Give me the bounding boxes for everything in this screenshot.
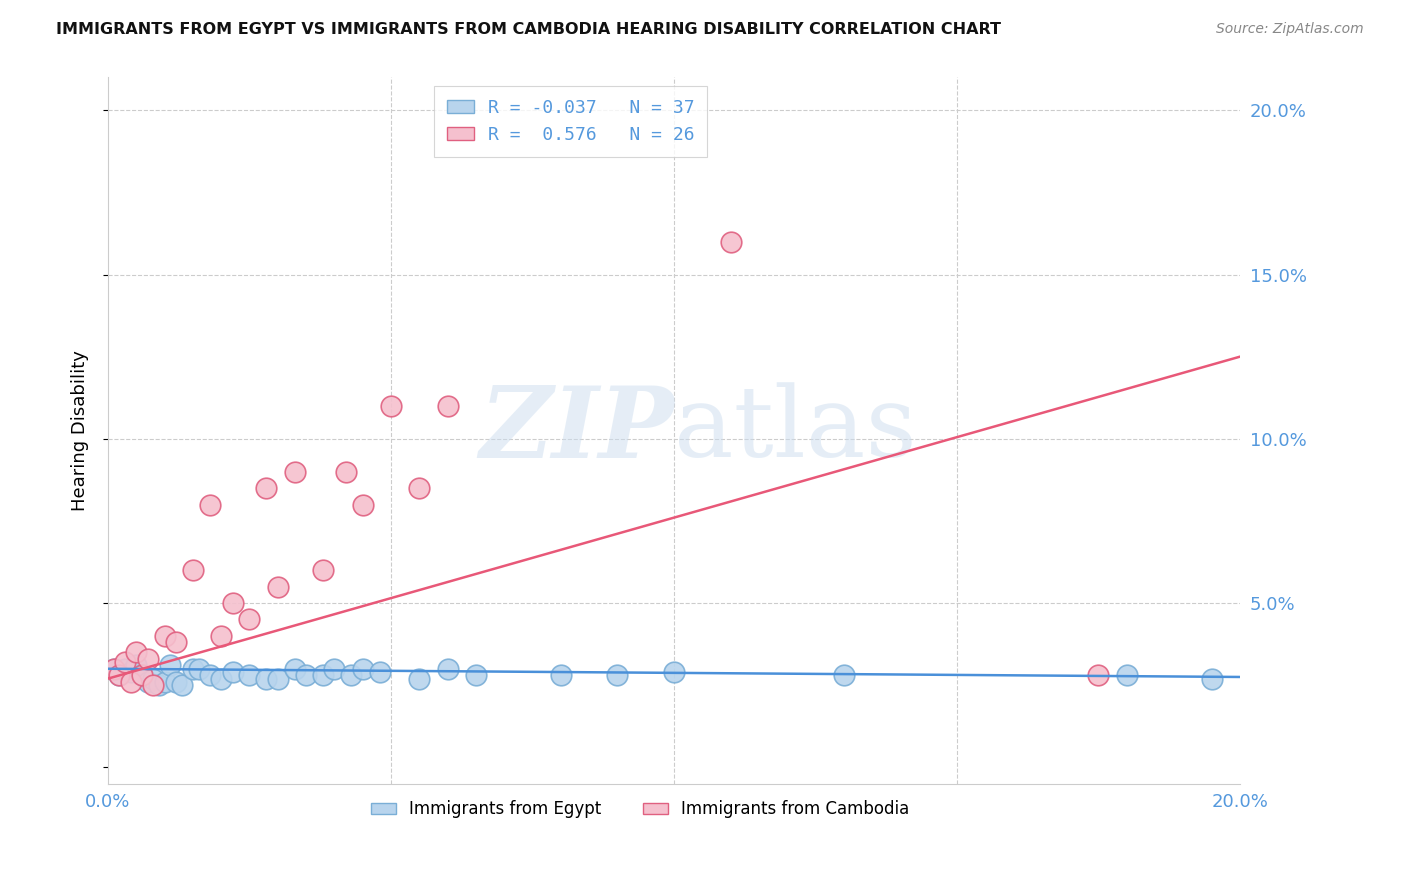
Point — [103, 662, 125, 676]
Point — [408, 672, 430, 686]
Text: IMMIGRANTS FROM EGYPT VS IMMIGRANTS FROM CAMBODIA HEARING DISABILITY CORRELATION: IMMIGRANTS FROM EGYPT VS IMMIGRANTS FROM… — [56, 22, 1001, 37]
Point — [103, 662, 125, 676]
Point — [284, 662, 307, 676]
Point — [120, 665, 142, 679]
Point — [125, 658, 148, 673]
Point — [352, 498, 374, 512]
Point — [221, 596, 243, 610]
Text: atlas: atlas — [673, 383, 917, 478]
Point — [256, 672, 278, 686]
Point — [125, 645, 148, 659]
Point — [136, 652, 159, 666]
Point — [312, 668, 335, 682]
Point — [114, 662, 136, 676]
Point — [464, 668, 486, 682]
Point — [662, 665, 685, 679]
Point — [181, 662, 204, 676]
Point — [120, 674, 142, 689]
Point — [550, 668, 572, 682]
Point — [148, 678, 170, 692]
Point — [335, 465, 357, 479]
Point — [436, 399, 458, 413]
Point — [408, 481, 430, 495]
Point — [159, 658, 181, 673]
Point — [295, 668, 318, 682]
Point — [238, 668, 260, 682]
Point — [267, 672, 290, 686]
Point — [832, 668, 855, 682]
Point — [1087, 668, 1109, 682]
Point — [108, 668, 131, 682]
Point — [153, 674, 176, 689]
Point — [606, 668, 628, 682]
Point — [1201, 672, 1223, 686]
Text: ZIP: ZIP — [479, 383, 673, 479]
Point — [720, 235, 742, 249]
Point — [198, 668, 221, 682]
Point — [209, 629, 232, 643]
Point — [170, 678, 193, 692]
Point — [380, 399, 402, 413]
Point — [142, 672, 165, 686]
Point — [256, 481, 278, 495]
Y-axis label: Hearing Disability: Hearing Disability — [72, 351, 89, 511]
Legend: Immigrants from Egypt, Immigrants from Cambodia: Immigrants from Egypt, Immigrants from C… — [364, 794, 917, 825]
Point — [312, 563, 335, 577]
Point — [108, 668, 131, 682]
Point — [323, 662, 346, 676]
Point — [198, 498, 221, 512]
Point — [181, 563, 204, 577]
Point — [238, 612, 260, 626]
Point — [209, 672, 232, 686]
Point — [165, 635, 187, 649]
Point — [221, 665, 243, 679]
Point — [368, 665, 391, 679]
Point — [187, 662, 209, 676]
Point — [165, 674, 187, 689]
Point — [142, 678, 165, 692]
Point — [267, 580, 290, 594]
Point — [1115, 668, 1137, 682]
Point — [136, 674, 159, 689]
Point — [131, 668, 153, 682]
Point — [436, 662, 458, 676]
Point — [352, 662, 374, 676]
Point — [131, 668, 153, 682]
Point — [153, 629, 176, 643]
Text: Source: ZipAtlas.com: Source: ZipAtlas.com — [1216, 22, 1364, 37]
Point — [284, 465, 307, 479]
Point — [340, 668, 363, 682]
Point — [114, 655, 136, 669]
